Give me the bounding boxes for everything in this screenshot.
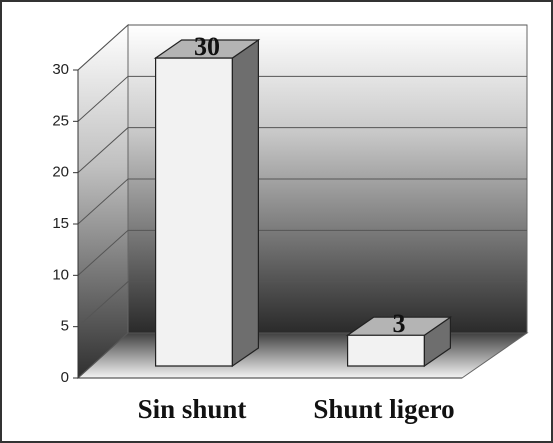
bar-top bbox=[345, 316, 453, 336]
bar-side bbox=[231, 38, 259, 368]
y-tick-label: 15 bbox=[52, 215, 69, 232]
y-tick-label: 30 bbox=[52, 61, 69, 78]
bar-front bbox=[155, 57, 233, 367]
bar-top bbox=[153, 39, 261, 59]
bar bbox=[153, 38, 261, 368]
grid-line bbox=[77, 178, 527, 225]
grid-line bbox=[77, 127, 527, 174]
x-tick-label: Shunt ligero bbox=[313, 394, 454, 424]
floor bbox=[76, 332, 529, 379]
y-tick-label: 20 bbox=[52, 164, 69, 181]
x-tick-label: Sin shunt bbox=[138, 394, 247, 424]
y-tick-label: 25 bbox=[52, 112, 69, 129]
bar-front bbox=[347, 334, 425, 367]
grid-line bbox=[77, 75, 527, 122]
grid-line bbox=[77, 281, 527, 328]
grid-line bbox=[77, 229, 527, 276]
value-label: 3 bbox=[393, 309, 406, 338]
y-tick-label: 0 bbox=[61, 369, 69, 386]
value-label: 30 bbox=[194, 32, 220, 61]
y-tick-label: 5 bbox=[61, 318, 69, 335]
y-tick-label: 10 bbox=[52, 266, 69, 283]
bar bbox=[345, 316, 453, 368]
grid-line bbox=[77, 24, 527, 71]
